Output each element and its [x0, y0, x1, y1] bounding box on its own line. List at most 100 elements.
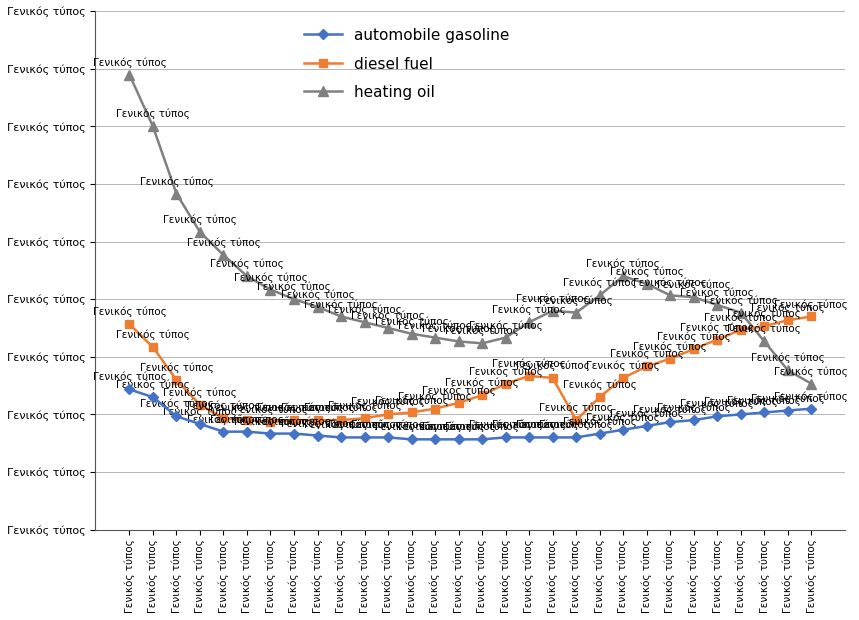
Text: Γενικός τύπος: Γενικός τύπος: [281, 403, 355, 413]
automobile gasoline: [289, 430, 299, 437]
Text: Γενικός τύπος: Γενικός τύπος: [563, 379, 637, 390]
diesel fuel: [735, 326, 746, 334]
heating oil: [618, 272, 629, 280]
diesel fuel: [665, 355, 675, 363]
diesel fuel: [594, 393, 605, 401]
Text: Γενικός τύπος: Γενικός τύπος: [539, 295, 613, 306]
diesel fuel: [454, 399, 464, 407]
Text: Γενικός τύπος: Γενικός τύπος: [422, 386, 496, 396]
Text: Γενικός τύπος: Γενικός τύπος: [375, 422, 448, 432]
automobile gasoline: [807, 405, 817, 412]
Text: Γενικός τύπος: Γενικός τύπος: [257, 416, 331, 427]
Text: Γενικός τύπος: Γενικός τύπος: [751, 303, 825, 313]
automobile gasoline: [759, 409, 770, 416]
heating oil: [148, 123, 158, 130]
Text: Γενικός τύπος: Γενικός τύπος: [210, 259, 283, 269]
automobile gasoline: [313, 432, 323, 439]
Text: Γενικός τύπος: Γενικός τύπος: [399, 391, 472, 402]
diesel fuel: [524, 372, 534, 379]
diesel fuel: [265, 418, 276, 426]
Text: Γενικός τύπος: Γενικός τύπος: [375, 316, 448, 327]
automobile gasoline: [336, 434, 346, 441]
automobile gasoline: [689, 417, 699, 424]
Text: Γενικός τύπος: Γενικός τύπος: [680, 288, 754, 298]
diesel fuel: [571, 417, 582, 424]
automobile gasoline: [195, 420, 205, 428]
heating oil: [594, 291, 605, 299]
Text: Γενικός τύπος: Γενικός τύπος: [680, 399, 754, 409]
Text: Γενικός τύπος: Γενικός τύπος: [163, 407, 237, 417]
heating oil: [642, 280, 652, 288]
heating oil: [289, 296, 299, 303]
automobile gasoline: [265, 430, 276, 437]
automobile gasoline: [571, 434, 582, 441]
diesel fuel: [618, 374, 629, 382]
Text: Γενικός τύπος: Γενικός τύπος: [775, 299, 848, 309]
Text: Γενικός τύπος: Γενικός τύπος: [587, 360, 660, 371]
heating oil: [383, 324, 393, 332]
heating oil: [524, 319, 534, 326]
Text: Γενικός τύπος: Γενικός τύπος: [633, 341, 707, 352]
automobile gasoline: [783, 407, 793, 414]
Text: Γενικός τύπος: Γενικός τύπος: [399, 320, 472, 330]
diesel fuel: [148, 343, 158, 351]
Text: Γενικός τύπος: Γενικός τύπος: [351, 420, 425, 430]
heating oil: [125, 71, 135, 78]
Text: Γενικός τύπος: Γενικός τύπος: [281, 418, 355, 428]
Line: diesel fuel: diesel fuel: [125, 312, 815, 426]
Text: Γενικός τύπος: Γενικός τύπος: [469, 320, 543, 330]
Text: Γενικός τύπος: Γενικός τύπος: [492, 420, 566, 430]
Text: Γενικός τύπος: Γενικός τύπος: [257, 403, 331, 413]
diesel fuel: [313, 417, 323, 424]
Text: Γενικός τύπος: Γενικός τύπος: [210, 414, 283, 425]
automobile gasoline: [501, 434, 511, 441]
Text: Γενικός τύπος: Γενικός τύπος: [775, 391, 848, 402]
Text: Γενικός τύπος: Γενικός τύπος: [234, 405, 308, 415]
automobile gasoline: [171, 412, 181, 420]
diesel fuel: [807, 312, 817, 320]
diesel fuel: [218, 415, 228, 422]
diesel fuel: [125, 321, 135, 328]
Text: Γενικός τύπος: Γενικός τύπος: [587, 412, 660, 423]
Text: Γενικός τύπος: Γενικός τύπος: [186, 414, 260, 425]
Text: Γενικός τύπος: Γενικός τύπος: [327, 305, 401, 316]
Text: Γενικός τύπος: Γενικός τύπος: [186, 237, 260, 248]
Text: Γενικός τύπος: Γενικός τύπος: [422, 324, 496, 334]
Text: Γενικός τύπος: Γενικός τύπος: [163, 215, 237, 225]
Text: Γενικός τύπος: Γενικός τύπος: [751, 393, 825, 404]
Text: Γενικός τύπος: Γενικός τύπος: [351, 397, 425, 407]
heating oil: [313, 303, 323, 311]
Text: Γενικός τύπος: Γενικός τύπος: [539, 420, 613, 430]
heating oil: [265, 286, 276, 293]
automobile gasoline: [712, 412, 722, 420]
heating oil: [547, 307, 557, 314]
Text: Γενικός τύπος: Γενικός τύπος: [728, 324, 801, 334]
Text: Γενικός τύπος: Γενικός τύπος: [469, 366, 543, 377]
heating oil: [712, 301, 722, 309]
Text: Γενικός τύπος: Γενικός τύπος: [657, 403, 731, 413]
Text: Γενικός τύπος: Γενικός τύπος: [234, 416, 308, 427]
Text: Γενικός τύπος: Γενικός τύπος: [304, 420, 378, 430]
Legend: automobile gasoline, diesel fuel, heating oil: automobile gasoline, diesel fuel, heatin…: [298, 22, 516, 107]
Text: Γενικός τύπος: Γενικός τύπος: [375, 395, 448, 405]
automobile gasoline: [406, 436, 417, 443]
Text: Γενικός τύπος: Γενικός τύπος: [139, 399, 213, 409]
Line: heating oil: heating oil: [125, 69, 816, 389]
Text: Γενικός τύπος: Γενικός τύπος: [492, 305, 566, 316]
heating oil: [430, 334, 441, 341]
Text: Γενικός τύπος: Γενικός τύπος: [304, 299, 378, 309]
Text: Γενικός τύπος: Γενικός τύπος: [610, 409, 684, 419]
diesel fuel: [501, 380, 511, 388]
Text: Γενικός τύπος: Γενικός τύπος: [445, 378, 519, 388]
automobile gasoline: [430, 436, 441, 443]
Text: Γενικός τύπος: Γενικός τύπος: [751, 353, 825, 363]
Text: Γενικός τύπος: Γενικός τύπος: [587, 259, 660, 269]
heating oil: [242, 272, 253, 280]
Text: Γενικός τύπος: Γενικός τύπος: [93, 57, 167, 68]
Text: Γενικός τύπος: Γενικός τύπος: [657, 332, 731, 342]
Text: Γενικός τύπος: Γενικός τύπος: [93, 307, 167, 317]
diesel fuel: [383, 410, 393, 418]
Text: Γενικός τύπος: Γενικός τύπος: [515, 360, 589, 371]
diesel fuel: [783, 317, 793, 324]
automobile gasoline: [148, 393, 158, 401]
